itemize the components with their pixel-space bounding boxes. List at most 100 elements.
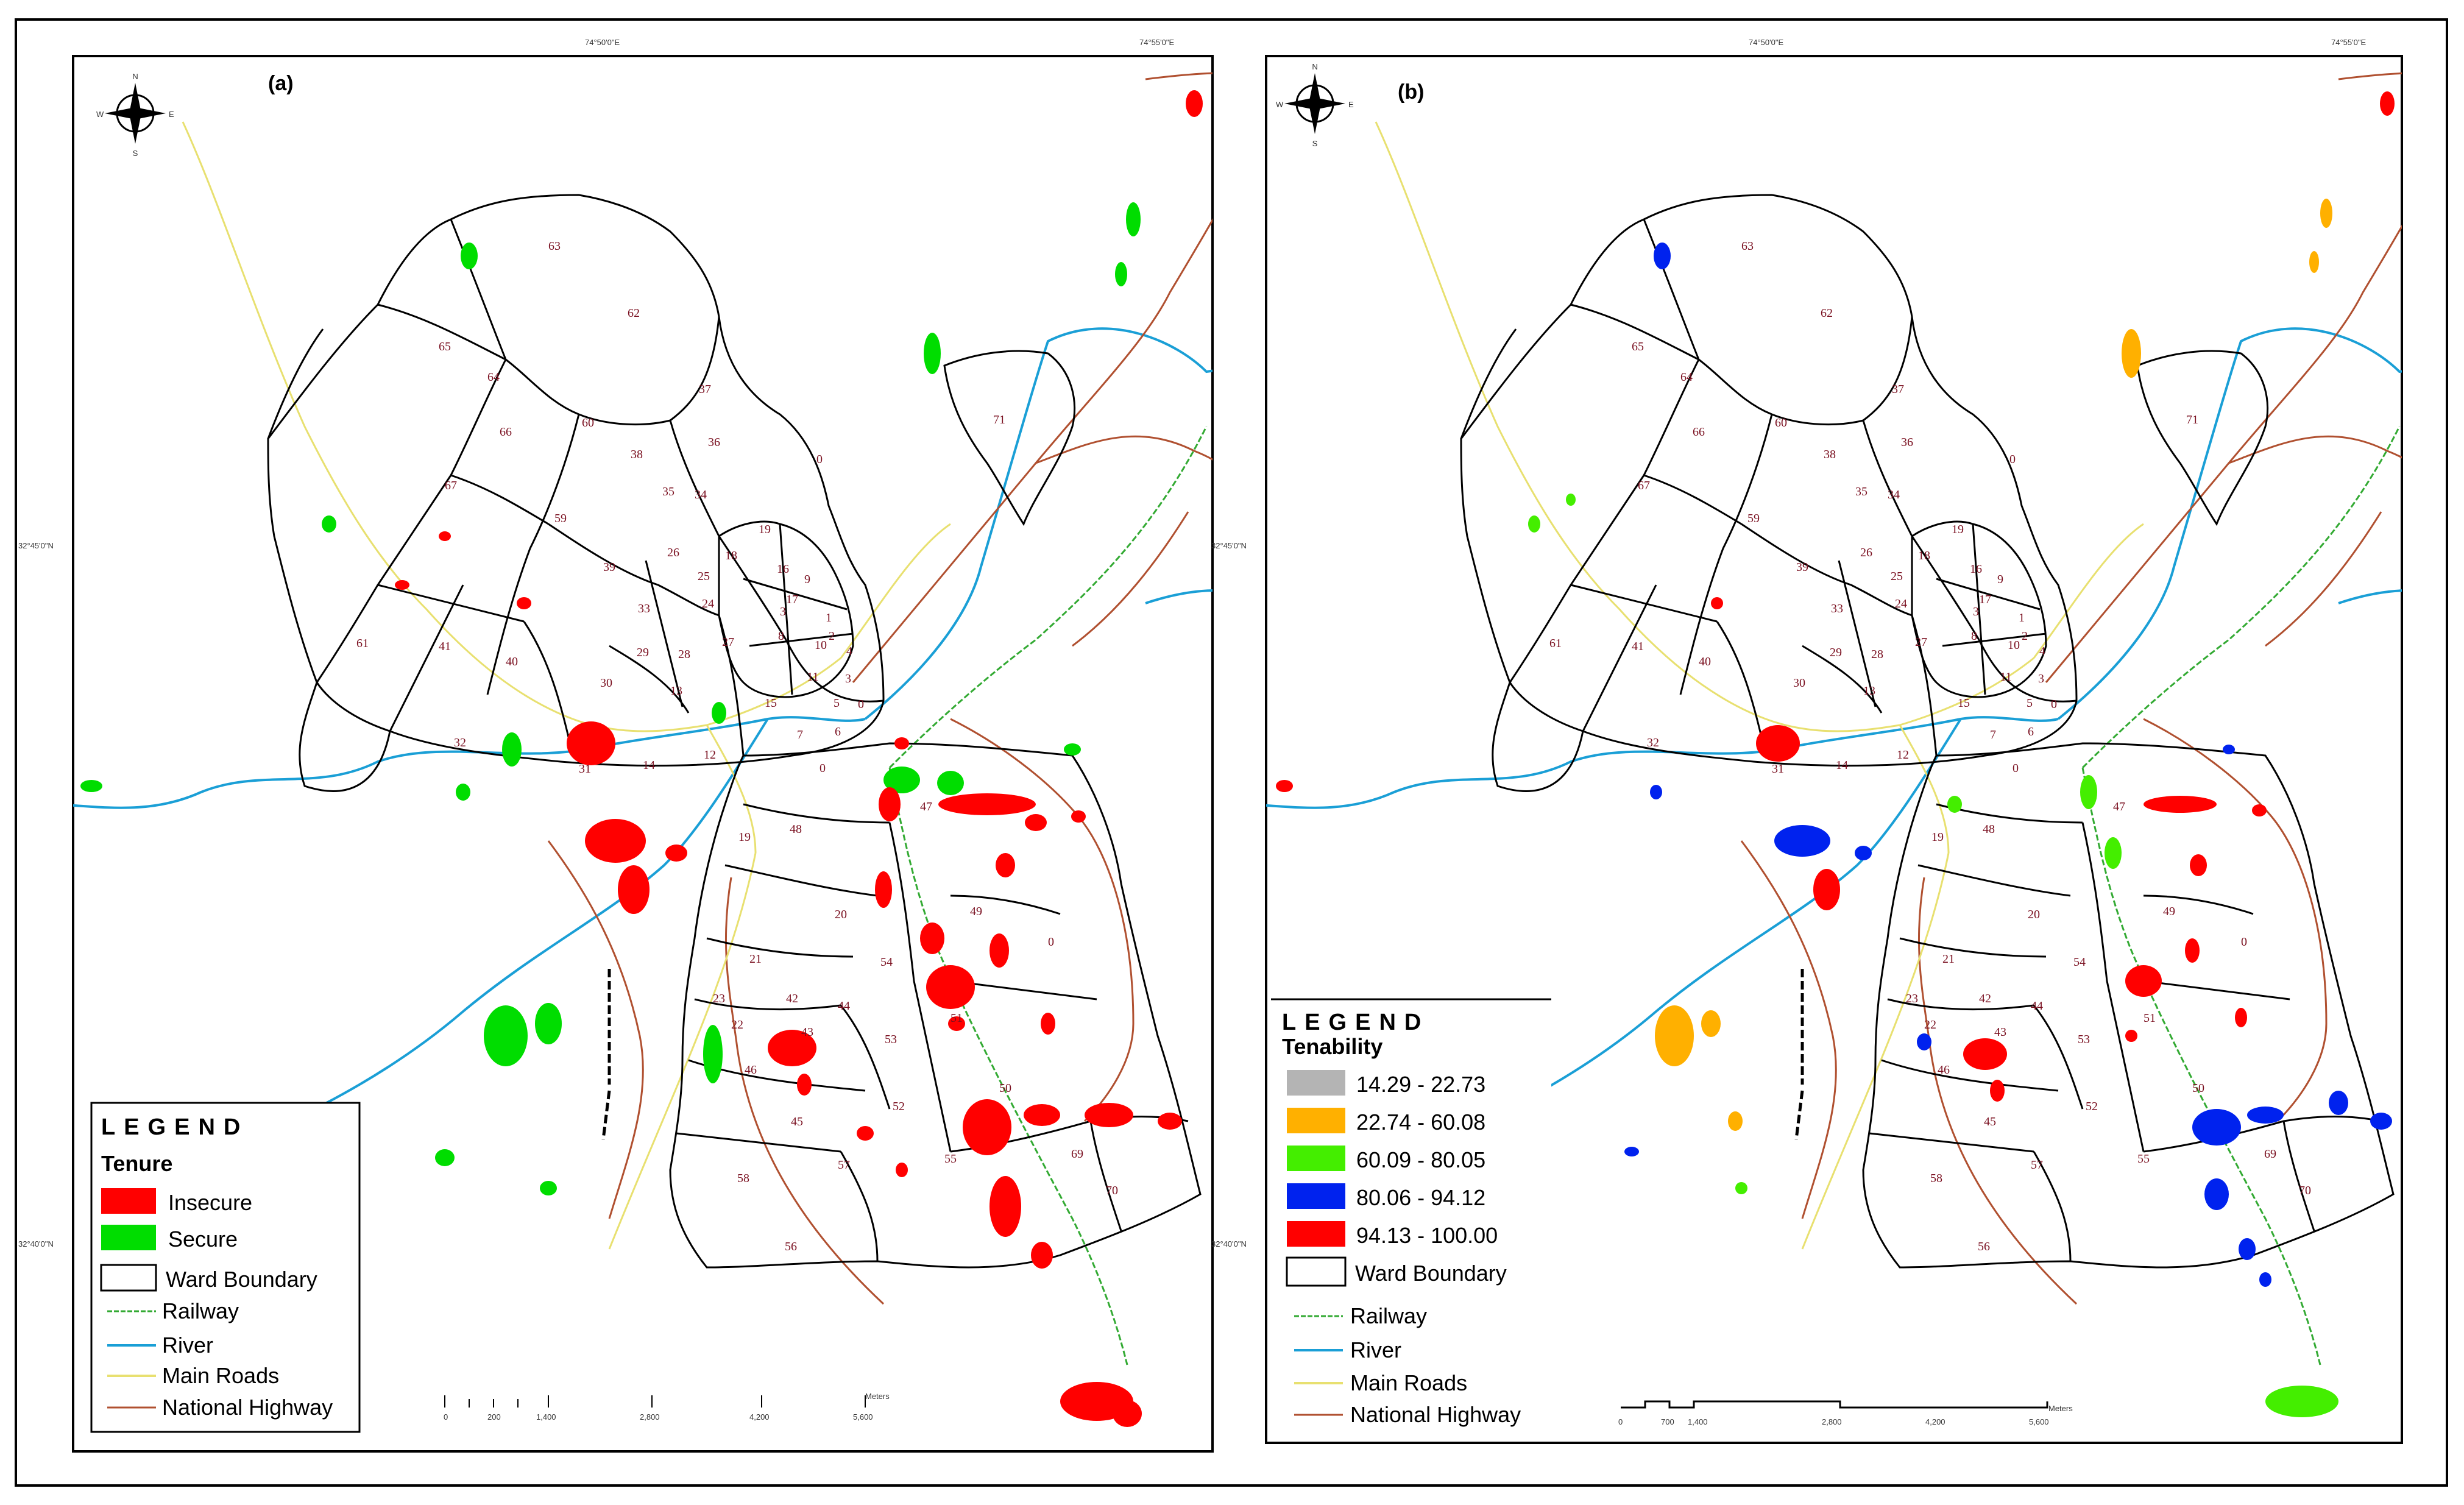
- legend-item-class2: 22.74 - 60.08: [1356, 1110, 1485, 1135]
- ward-label: 67: [445, 479, 457, 492]
- secure-patch: [1126, 202, 1141, 236]
- class4-patch: [1917, 1033, 1931, 1050]
- legend-item-river: River: [162, 1333, 213, 1358]
- class4-patch: [1654, 243, 1671, 269]
- ward-label: 28: [1871, 648, 1883, 661]
- ward-label: 3: [780, 605, 786, 618]
- class3-patch: [2265, 1386, 2338, 1417]
- ward-label: 31: [1772, 762, 1784, 776]
- insecure-settlements: [395, 90, 1203, 1427]
- insecure-patch: [1186, 90, 1203, 117]
- svg-text:E: E: [1348, 100, 1354, 109]
- ward-label: 3: [845, 672, 851, 685]
- ward-label: 34: [695, 488, 707, 501]
- ward-label: 41: [439, 640, 451, 653]
- ward-label: 71: [993, 413, 1005, 427]
- legend-a-title: LEGEND: [101, 1114, 249, 1140]
- ward-label: 12: [704, 748, 716, 762]
- ward-label: 26: [667, 546, 679, 559]
- insecure-patch: [567, 721, 615, 765]
- scale-bar-b: 0 700 1,400 2,800 4,200 5,600 Meters: [1618, 1400, 2073, 1426]
- ward-label: 67: [1638, 479, 1650, 492]
- ward-label: 48: [1983, 823, 1995, 836]
- legend-b-subtitle: Tenability: [1282, 1034, 1382, 1059]
- ward-label: 25: [1891, 570, 1903, 583]
- ward-label: 27: [1915, 636, 1927, 649]
- ward-label: 44: [838, 999, 850, 1013]
- scale-b-tick: 700: [1661, 1417, 1674, 1426]
- class5-patch: [2380, 91, 2395, 116]
- class5-patch: [2125, 965, 2162, 997]
- ward-label: 30: [600, 676, 612, 690]
- ward-label: 49: [2163, 905, 2175, 918]
- ward-label: 27: [722, 636, 734, 649]
- legend-swatch-secure: [101, 1225, 156, 1250]
- coord-left-upper-b: 32°45'0"N: [1211, 541, 1247, 550]
- ward-label: 2: [829, 629, 835, 643]
- ward-label: 37: [699, 383, 711, 396]
- ward-label: 6: [835, 725, 841, 738]
- ward-label: 33: [1831, 602, 1843, 615]
- legend-swatch-class5: [1287, 1221, 1345, 1247]
- class5-patch: [2190, 854, 2207, 876]
- ward-label: 1: [826, 611, 832, 625]
- insecure-patch: [948, 1016, 965, 1031]
- ward-label: 50: [2192, 1082, 2204, 1095]
- ward-label: 28: [678, 648, 690, 661]
- secure-patch: [703, 1025, 723, 1083]
- ward-label: 5: [2027, 696, 2033, 710]
- coord-left-lower-b: 32°40'0"N: [1211, 1239, 1247, 1248]
- ward-label: 61: [356, 637, 369, 650]
- legend-b-title: LEGEND: [1282, 1010, 1429, 1035]
- class2-patch: [1728, 1111, 1743, 1131]
- ward-label: 0: [816, 453, 823, 466]
- insecure-patch: [439, 531, 451, 541]
- insecure-patch: [1025, 814, 1047, 831]
- legend-item-river-b: River: [1350, 1337, 1401, 1362]
- ward-label: 50: [999, 1082, 1011, 1095]
- ward-label: 65: [439, 340, 451, 353]
- ward-label: 14: [643, 759, 655, 772]
- legend-item-class4: 80.06 - 94.12: [1356, 1185, 1485, 1210]
- legend-b: LEGEND Tenability 14.29 - 22.73 22.74 - …: [1271, 998, 1551, 1438]
- class3-patch: [1735, 1182, 1747, 1194]
- class3-patch: [1947, 796, 1962, 813]
- svg-text:N: N: [1312, 62, 1317, 71]
- svg-text:W: W: [1276, 100, 1284, 109]
- ward-label: 51: [951, 1011, 963, 1025]
- class5-settlements: [1276, 91, 2395, 1102]
- ward-label: 62: [628, 306, 640, 320]
- ward-label: 0: [2051, 698, 2057, 711]
- class4-patch: [2329, 1091, 2348, 1115]
- secure-patch: [456, 784, 470, 801]
- ward-label: 65: [1632, 340, 1644, 353]
- insecure-patch: [395, 580, 409, 590]
- class4-patch: [1855, 846, 1872, 860]
- class5-patch: [1963, 1038, 2007, 1070]
- ward-label: 41: [1632, 640, 1644, 653]
- ward-label: 43: [1994, 1025, 2006, 1039]
- secure-patch: [937, 771, 964, 795]
- ward-label: 35: [662, 485, 674, 498]
- insecure-patch: [1113, 1400, 1142, 1427]
- class4-patch: [2239, 1238, 2256, 1260]
- ward-label: 19: [759, 523, 771, 536]
- class5-patch: [1276, 780, 1293, 792]
- legend-swatch-class2: [1287, 1108, 1345, 1133]
- svg-text:S: S: [1312, 139, 1318, 148]
- insecure-patch: [938, 793, 1036, 815]
- secure-patch: [502, 732, 522, 767]
- ward-label: 32: [454, 736, 466, 749]
- class5-patch: [1756, 725, 1800, 762]
- class3-patch: [1528, 515, 1540, 533]
- ward-label: 18: [1918, 549, 1930, 562]
- ward-label: 2: [2022, 629, 2028, 643]
- insecure-patch: [1085, 1103, 1133, 1127]
- ward-label: 57: [2031, 1158, 2043, 1172]
- railway-segment: [601, 969, 611, 1140]
- ward-label: 69: [1071, 1147, 1083, 1161]
- secure-patch: [712, 702, 726, 724]
- ward-label: 10: [815, 639, 827, 652]
